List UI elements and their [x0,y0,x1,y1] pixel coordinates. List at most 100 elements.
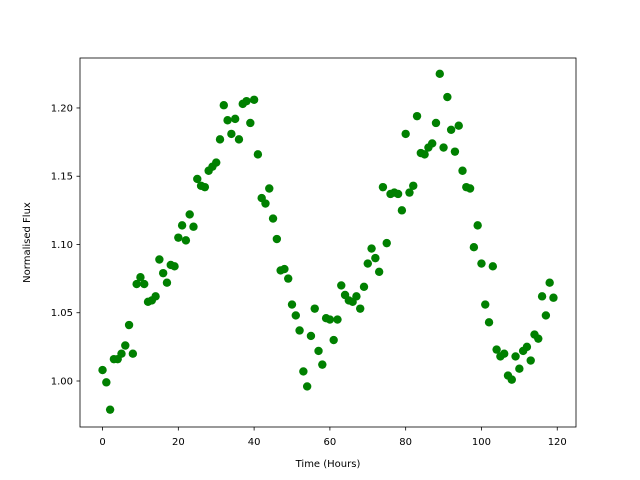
point [420,150,429,159]
point [431,118,441,128]
point [522,342,532,352]
point [446,125,456,135]
point [511,352,520,361]
point [337,281,346,290]
point [98,365,107,375]
point [177,221,187,230]
x-tick-label: 0 [99,437,105,448]
point [249,95,259,104]
point [371,253,380,263]
point [219,101,228,110]
point [158,268,168,278]
point [484,318,494,327]
plot-frame [79,57,577,428]
point [136,273,145,282]
point [185,210,194,219]
point [151,292,160,301]
point [515,364,524,373]
point [128,349,138,358]
point [367,244,376,253]
point [329,335,338,345]
y-tick-label: 1.15 [51,172,73,183]
point [261,199,270,208]
point [405,188,414,197]
x-tick-label: 80 [399,437,412,448]
point [325,315,335,324]
point [117,349,126,358]
point [454,121,463,130]
point [162,278,172,287]
point [121,341,130,350]
y-tick-label: 1.20 [51,103,73,114]
point [458,166,467,175]
point [477,259,486,268]
point [473,221,482,230]
point [181,236,191,245]
point [382,238,391,248]
point [397,206,407,215]
point [105,405,115,414]
point [287,300,297,309]
point [545,278,554,287]
point [541,311,551,320]
x-axis-label: Time (Hours) [295,459,361,470]
point [102,378,111,387]
point [200,182,210,192]
point [374,267,384,276]
point [280,264,289,274]
point [534,334,543,343]
point [140,279,149,289]
point [265,184,274,193]
point [189,222,198,231]
y-tick-label: 1.00 [51,376,73,387]
x-tick-label: 60 [324,437,337,448]
point [499,349,509,358]
point [314,346,323,356]
x-tick-label: 120 [548,437,567,448]
y-tick-label: 1.05 [51,308,73,319]
point [465,184,475,193]
point [132,279,141,289]
point [124,320,134,330]
point [215,135,225,144]
point [412,111,422,121]
point [253,150,263,159]
point [295,326,304,335]
x-tick-label: 40 [248,437,261,448]
x-tick-label: 100 [472,437,491,448]
point [526,356,535,365]
point [352,292,361,301]
point [212,158,221,167]
point [299,367,308,376]
point [443,92,452,102]
point [193,174,202,184]
point [302,382,312,391]
point [155,255,164,264]
point [227,129,236,139]
y-axis-label: Normalised Flux [22,202,33,283]
point [409,181,418,190]
point [507,375,516,384]
x-tick-label: 20 [172,437,185,448]
point [291,311,300,320]
point [174,233,183,242]
point [492,345,501,354]
point [488,262,498,271]
point [549,293,558,302]
point [284,274,293,283]
y-tick-label: 1.10 [51,240,73,251]
point [306,331,316,341]
point [481,300,490,309]
point [450,147,460,156]
point [537,292,547,301]
point [363,259,372,268]
point [170,262,179,271]
point [469,243,479,252]
point [268,214,278,223]
point [310,304,319,313]
point [246,118,255,128]
point [401,129,410,139]
point [234,135,244,144]
point [435,69,444,79]
